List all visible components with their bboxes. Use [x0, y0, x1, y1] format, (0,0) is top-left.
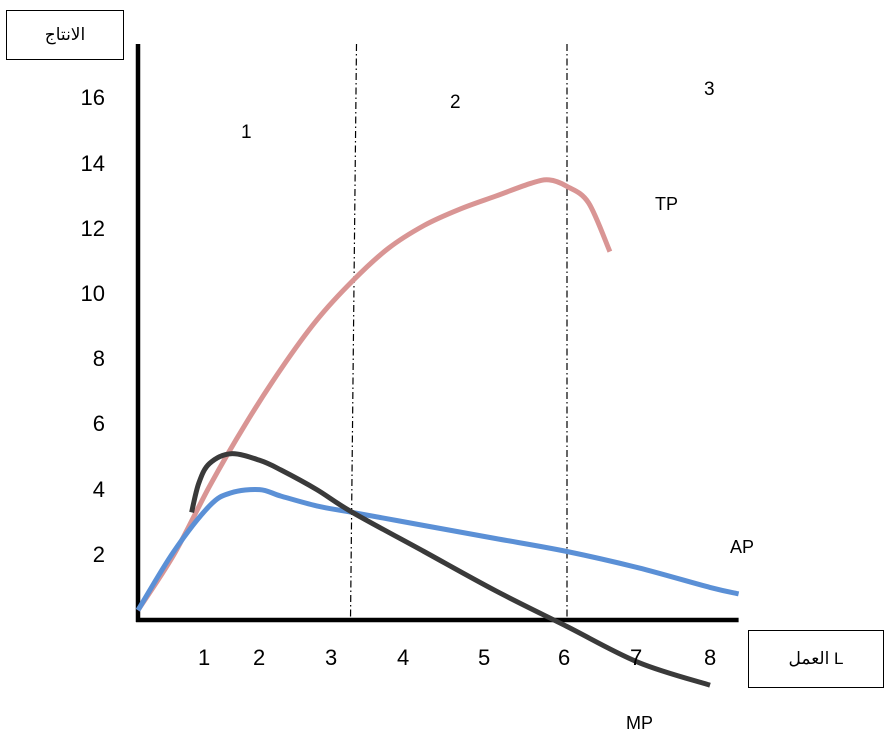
stage-dividers [349, 43, 568, 621]
series-line-tp [135, 177, 613, 612]
y-tick-label-4: 4 [92, 476, 105, 502]
series-lines [135, 177, 740, 688]
x-tick-label-5: 5 [478, 645, 491, 670]
x-axis-title: العمل L [748, 630, 884, 688]
x-tick-label-2: 2 [253, 645, 266, 670]
y-tick-label-12: 12 [80, 215, 105, 241]
x-tick-label-7: 7 [630, 645, 643, 670]
y-axis-title: الانتاج [6, 10, 124, 60]
stage-label-1: 1 [241, 122, 252, 143]
y-tick-label-10: 10 [80, 281, 105, 306]
series-label-ap: AP [730, 537, 755, 557]
x-tick-label-6: 6 [558, 645, 571, 670]
y-tick-label-6: 6 [92, 411, 105, 437]
x-tick-label-3: 3 [325, 645, 338, 670]
stage-label-2: 2 [450, 92, 461, 113]
x-tick-label-4: 4 [397, 645, 410, 670]
stage-divider-1 [349, 43, 358, 621]
axes [135, 44, 739, 623]
y-tick-label-14: 14 [80, 150, 105, 176]
x-tick-label-8: 8 [704, 645, 717, 670]
series-label-mp: MP [626, 713, 653, 733]
series-line-ap [135, 486, 740, 612]
y-tick-label-2: 2 [92, 541, 105, 567]
x-tick-label-1: 1 [198, 645, 211, 670]
stage-label-3: 3 [704, 79, 715, 100]
series-label-tp: TP [655, 194, 679, 214]
y-tick-label-8: 8 [92, 346, 105, 372]
series-line-mp [189, 451, 711, 688]
y-tick-label-16: 16 [80, 85, 105, 111]
